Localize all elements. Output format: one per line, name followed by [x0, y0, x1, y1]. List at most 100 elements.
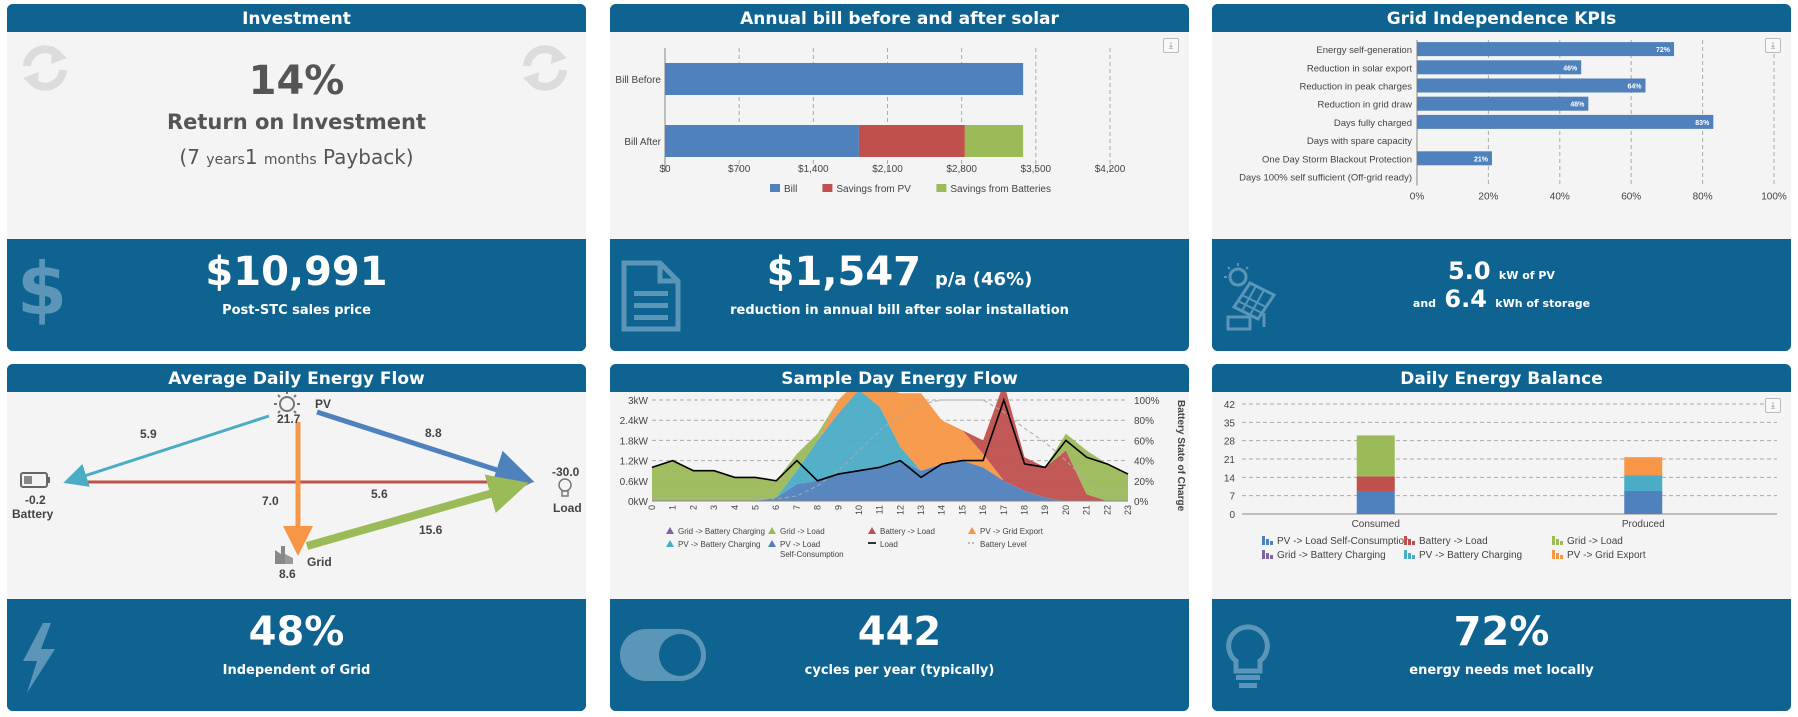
bar-pv-load-self-consumption — [1356, 490, 1395, 514]
y2-tick-label: 100% — [1134, 396, 1160, 407]
edge-grid-load-value: 15.6 — [419, 523, 443, 537]
flow-pv-battery — [63, 414, 270, 487]
lightbulb-icon — [558, 478, 572, 497]
area-battery-load — [652, 392, 1128, 501]
bar-value-label: 46% — [1563, 65, 1578, 72]
legend-swatch — [1556, 539, 1559, 545]
x-tick-label: 1 — [668, 505, 678, 510]
flow-diagram-area: PV 21.7 -0.2 Battery -30.0 Load 8.6 Grid… — [7, 392, 586, 599]
battery-value: -0.2 — [25, 493, 46, 507]
x-tick-label: 9 — [833, 505, 843, 510]
legend-swatch — [770, 184, 780, 192]
legend-label: Grid -> Load — [1567, 536, 1623, 547]
legend-swatch — [1560, 555, 1563, 559]
x-tick-label: $4,200 — [1095, 164, 1126, 175]
area-pv-load-self-consumption — [652, 460, 1128, 501]
x-tick-label: $2,100 — [872, 164, 903, 175]
load-line — [651, 397, 1129, 482]
x-tick-label: 0% — [1410, 192, 1425, 203]
x-tick-label: 19 — [1040, 505, 1050, 515]
solar-panel-icon — [1224, 263, 1277, 331]
lightbulb-icon — [1226, 624, 1270, 688]
legend-label: Grid -> Battery Charging — [1277, 550, 1386, 561]
area-grid-load — [652, 392, 1128, 501]
document-icon — [621, 260, 681, 332]
y2-axis-title: Battery State of Charge — [1175, 400, 1186, 512]
x-tick-label: 100% — [1761, 192, 1787, 203]
x-tick-label: 11 — [875, 505, 885, 514]
export-icon[interactable]: ⤓ — [1163, 38, 1179, 53]
sales-price-value: $10,991 — [205, 249, 388, 295]
annual-bill-panel: Annual bill before and after solar ⤓ $0 $… — [610, 4, 1189, 351]
y2-tick-label: 40% — [1134, 457, 1154, 468]
legend-swatch — [1404, 536, 1407, 545]
legend-item: Battery -> Load — [868, 527, 935, 536]
kpi-bar — [1417, 151, 1492, 166]
y-tick-label: Days with spare capacity — [1307, 136, 1412, 147]
export-icon[interactable]: ⤓ — [1765, 398, 1781, 413]
legend-item: Battery Level — [968, 540, 1027, 549]
bar-bill — [665, 125, 859, 157]
x-tick-label: 20% — [1478, 192, 1498, 203]
y-tick-label: 14 — [1224, 473, 1236, 484]
legend-swatch — [1556, 553, 1559, 559]
legend-item: Savings from Batteries — [936, 184, 1051, 195]
legend-label: PV -> Load Self-Consumption — [1277, 536, 1410, 547]
energy-balance-panel: Daily Energy Balance ⤓ 0 7 14 21 28 35 42 Consu… — [1212, 364, 1791, 711]
bill-reduction-unit: p/a (46%) — [934, 269, 1033, 290]
panel-title: Sample Day Energy Flow — [610, 364, 1189, 392]
refresh-icon — [523, 45, 567, 91]
bar-battery-load — [1356, 476, 1395, 491]
bar-savings-from-batteries — [964, 125, 1024, 157]
y-tick-label: 35 — [1224, 418, 1236, 429]
x-tick-label: 8 — [813, 505, 823, 510]
legend-label: Bill — [784, 184, 797, 195]
y-tick-label: 0kW — [628, 497, 649, 508]
legend-label: Battery Level — [980, 540, 1027, 549]
y-tick-label: Reduction in grid draw — [1317, 100, 1412, 111]
bar-pv-load-self-consumption — [1624, 490, 1663, 514]
legend-label: PV -> Grid Export — [980, 527, 1044, 536]
x-tick-label: 6 — [771, 505, 781, 510]
legend-label: PV -> Battery Charging — [678, 540, 760, 549]
y-tick-label: 21 — [1224, 455, 1236, 466]
legend-swatch — [1266, 553, 1269, 559]
y2-tick-label: 60% — [1134, 436, 1154, 447]
roi-value: 14% — [248, 58, 345, 104]
x-tick-label: 14 — [937, 505, 947, 515]
bar-savings-from-pv — [858, 125, 965, 157]
kpi-bar — [1417, 42, 1675, 57]
bar-value-label: 72% — [1656, 47, 1671, 54]
panel-title: Average Daily Energy Flow — [7, 364, 586, 392]
legend-label: PV -> Load — [780, 540, 820, 549]
legend-label: PV -> Battery Charging — [1419, 550, 1522, 561]
x-tick-label: 22 — [1102, 505, 1112, 515]
y-tick-label: 0 — [1229, 510, 1235, 521]
legend-swatch — [1412, 541, 1415, 545]
y-tick-label: Energy self-generation — [1316, 45, 1412, 56]
legend-item: Grid -> Load — [768, 527, 825, 536]
y-tick-label: Bill After — [624, 137, 661, 148]
y-tick-label: Bill Before — [615, 75, 661, 86]
legend-swatch — [1412, 555, 1415, 559]
x-tick-label: 13 — [916, 505, 926, 515]
sample-day-panel: Sample Day Energy Flow 0kW 0.6kW 1.2kW 1.8k… — [610, 364, 1189, 711]
kpi-chart: 0% 20% 40% 60% 80% 100% Energy self-generation… — [1239, 40, 1787, 203]
bar-value-label: 64% — [1627, 84, 1642, 91]
y-tick-label: Days 100% self sufficient (Off-grid read… — [1239, 173, 1412, 184]
sales-price-label: Post-STC sales price — [222, 303, 371, 318]
x-tick-label: 16 — [978, 505, 988, 515]
legend-swatch — [1404, 550, 1407, 559]
investment-footer: $ $10,991 Post-STC sales price — [7, 239, 586, 351]
y2-tick-label: 20% — [1134, 477, 1154, 488]
legend-label: Battery -> Load — [1419, 536, 1488, 547]
export-icon[interactable]: ⤓ — [1765, 38, 1781, 53]
legend-item: Load — [868, 540, 898, 549]
y-tick-label: 2.4kW — [620, 416, 649, 427]
legend-item: PV -> Grid Export — [968, 527, 1044, 536]
x-tick-label: $3,500 — [1021, 164, 1052, 175]
factory-icon — [275, 546, 293, 564]
and-text: and — [1412, 297, 1437, 310]
lightning-icon — [23, 623, 55, 693]
y-tick-label: 1.8kW — [620, 436, 649, 447]
